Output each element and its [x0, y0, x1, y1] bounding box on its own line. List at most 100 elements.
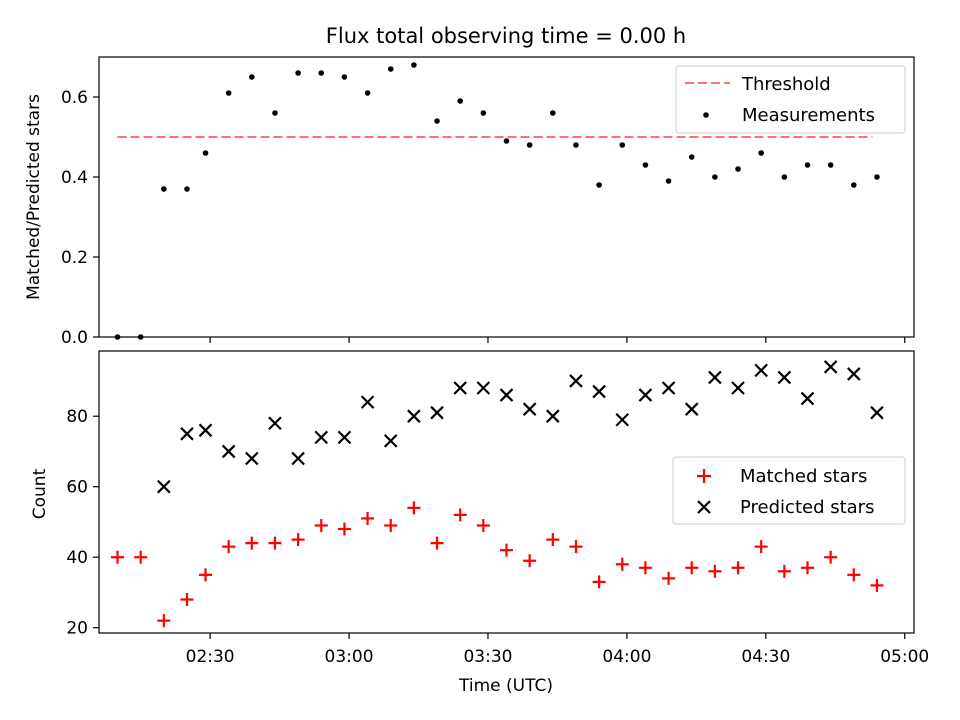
measurement-point	[550, 110, 556, 116]
measurement-point	[295, 70, 301, 76]
top-plot-frame	[98, 56, 915, 338]
bottom-panel: Count Time (UTC) 20 40 60 80 02:30 03:00 03:3…	[30, 350, 929, 696]
predicted-star-point	[638, 388, 653, 402]
matched-star-point	[662, 571, 676, 585]
matched-star-point	[870, 578, 884, 592]
top-ylabel: Matched/Predicted stars	[24, 94, 44, 300]
bottom-legend-box	[672, 456, 906, 525]
predicted-star-point	[546, 409, 560, 423]
measurement-point	[249, 74, 255, 80]
matched-star-point	[638, 561, 652, 575]
bottom-y-tick-label: 80	[66, 407, 88, 427]
predicted-star-point	[268, 416, 282, 431]
predicted-star-point	[661, 381, 676, 395]
matched-star-point	[180, 593, 194, 607]
top-legend: Threshold Measurements	[675, 65, 906, 134]
legend-matched-swatch	[697, 469, 711, 483]
matched-star-point	[407, 501, 421, 515]
predicted-star-point	[847, 367, 861, 381]
matched-star-point	[708, 564, 722, 578]
top-y-tick-label: 0.4	[61, 168, 88, 188]
measurement-point	[688, 154, 695, 160]
bottom-xlabel: Time (UTC)	[458, 676, 553, 696]
legend-matched-label: Matched stars	[740, 466, 867, 487]
measurement-point	[642, 162, 649, 168]
measurement-point	[619, 142, 626, 148]
predicted-star-point	[615, 412, 630, 427]
legend-predicted-swatch	[697, 500, 711, 514]
measurement-point	[712, 174, 718, 180]
bottom-y-tick-label: 60	[66, 478, 88, 498]
predicted-star-point	[245, 451, 259, 466]
predicted-star-point	[684, 402, 699, 416]
predicted-star-point	[499, 388, 514, 402]
top-x-ticks	[209, 337, 906, 343]
matched-star-point	[337, 522, 351, 536]
measurement-point	[851, 182, 857, 188]
matched-star-point	[824, 550, 838, 564]
bottom-x-tick-label: 04:30	[741, 647, 790, 667]
bottom-y-tick-label: 20	[66, 619, 88, 639]
predicted-star-point	[476, 381, 491, 395]
matched-star-point	[268, 536, 282, 550]
top-y-tick-label: 0.2	[61, 248, 88, 268]
predicted-star-point	[754, 363, 768, 378]
matched-star-point	[384, 518, 398, 532]
predicted-star-point	[360, 395, 375, 409]
matched-star-point	[523, 554, 537, 568]
bottom-y-ticks: 20 40 60 80	[66, 407, 99, 639]
matched-star-point	[731, 561, 745, 575]
top-y-tick-label: 0.0	[61, 328, 88, 348]
predicted-star-points	[157, 360, 884, 494]
matched-star-point	[615, 557, 629, 571]
measurement-point	[272, 110, 278, 116]
matched-star-point	[291, 533, 305, 547]
predicted-star-point	[291, 451, 305, 466]
measurement-point	[387, 66, 394, 72]
matched-star-point	[314, 518, 328, 532]
measurement-point	[804, 162, 811, 168]
measurement-point	[341, 74, 348, 80]
matched-star-point	[800, 561, 814, 575]
matched-star-point	[754, 540, 768, 554]
top-y-ticks: 0.0 0.2 0.4 0.6	[61, 88, 99, 348]
matched-star-point	[111, 550, 125, 564]
measurement-point	[758, 150, 764, 156]
top-y-tick-label: 0.6	[61, 88, 88, 108]
measurement-point	[411, 62, 417, 68]
predicted-star-point	[430, 405, 444, 420]
measurement-point	[827, 162, 834, 168]
matched-star-point	[685, 561, 699, 575]
matched-star-point	[500, 543, 513, 557]
predicted-star-point	[731, 381, 745, 395]
bottom-ylabel: Count	[30, 468, 50, 519]
bottom-x-ticks: 02:30 03:00 03:30 04:00 04:30 05:00	[186, 633, 929, 667]
matched-star-point	[245, 536, 259, 550]
predicted-star-point	[870, 405, 884, 420]
matched-star-points	[111, 501, 884, 628]
measurement-point	[161, 186, 167, 192]
bottom-x-tick-label: 03:00	[325, 647, 374, 667]
measurement-point	[457, 98, 463, 104]
measurement-point	[874, 174, 880, 180]
predicted-star-point	[221, 444, 236, 459]
measurement-point	[318, 70, 325, 76]
measurement-point	[735, 166, 741, 172]
legend-threshold-label: Threshold	[741, 74, 831, 95]
matched-star-point	[777, 564, 791, 578]
predicted-star-point	[777, 370, 792, 385]
measurement-point	[364, 90, 371, 96]
predicted-star-point	[383, 434, 398, 448]
measurement-point	[503, 138, 510, 144]
bottom-legend: Matched stars Predicted stars	[672, 456, 906, 525]
predicted-star-point	[198, 423, 213, 438]
matched-star-point	[592, 575, 606, 589]
top-title: Flux total observing time = 0.00 h	[326, 24, 686, 48]
predicted-star-point	[592, 384, 606, 399]
matched-star-point	[134, 550, 148, 564]
matched-star-point	[476, 518, 490, 532]
predicted-star-point	[157, 479, 171, 494]
bottom-x-tick-label: 02:30	[186, 647, 235, 667]
legend-predicted-label: Predicted stars	[740, 497, 874, 518]
